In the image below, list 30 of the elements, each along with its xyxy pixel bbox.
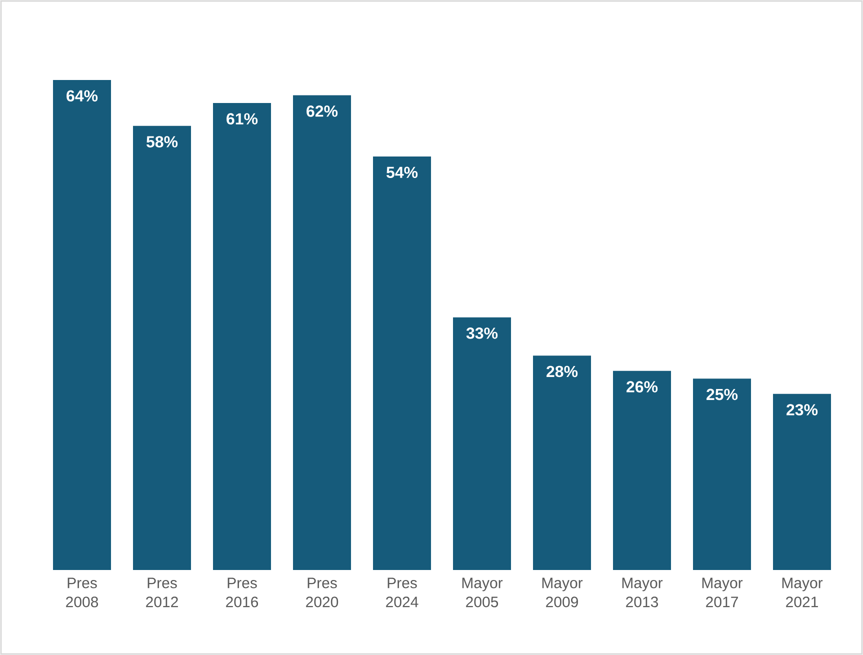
x-tick-label: Pres 2012 xyxy=(146,578,178,608)
x-tick-label: Mayor 2013 xyxy=(622,578,663,608)
data-label: 23% xyxy=(786,404,818,416)
bar xyxy=(133,126,192,570)
data-label: 54% xyxy=(386,166,418,178)
bar xyxy=(773,394,832,570)
bar xyxy=(613,370,672,570)
bar xyxy=(533,356,592,570)
bar xyxy=(53,80,112,570)
x-tick-label: Pres 2020 xyxy=(306,578,338,608)
x-tick-label: Mayor 2005 xyxy=(462,578,503,608)
x-tick-label: Mayor 2017 xyxy=(702,578,743,608)
x-tick-label: Mayor 2009 xyxy=(542,578,583,608)
data-label: 33% xyxy=(466,328,498,339)
data-label: 58% xyxy=(146,136,178,148)
x-tick-label: Pres 2008 xyxy=(66,578,98,608)
data-label: 61% xyxy=(226,113,258,124)
bar xyxy=(293,95,352,570)
x-tick-label: Pres 2024 xyxy=(386,578,418,608)
bar xyxy=(453,317,512,570)
bar xyxy=(373,156,432,570)
bar xyxy=(693,378,752,570)
data-label: 64% xyxy=(66,90,98,102)
x-tick-label: Mayor 2021 xyxy=(782,578,823,608)
data-label: 26% xyxy=(626,381,658,392)
data-label: 62% xyxy=(306,106,338,117)
data-label: 25% xyxy=(706,388,738,400)
data-label: 28% xyxy=(546,366,578,378)
x-tick-label: Pres 2016 xyxy=(226,578,258,608)
bar xyxy=(213,102,272,570)
